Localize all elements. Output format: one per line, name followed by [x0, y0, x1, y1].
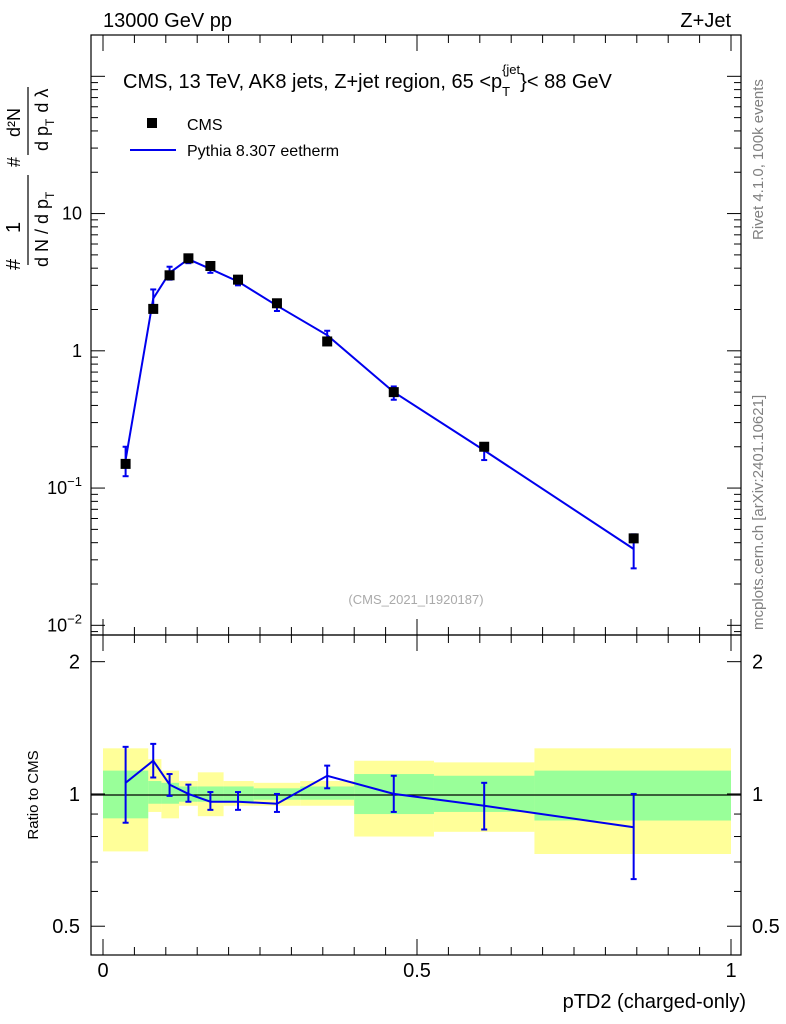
cms-data-point — [271, 298, 282, 309]
ratio-y-tick-label-right: 0.5 — [752, 916, 780, 938]
main-y-tick-label: 1 — [72, 341, 82, 361]
mc-line — [124, 258, 635, 550]
ratio-y-tick-label-left: 1 — [69, 784, 80, 806]
ylabel-dn-dpt: d N / d pT — [32, 191, 57, 267]
cms-data-point — [479, 441, 490, 452]
main-y-tick-labels: 10−2 10−1 1 10 — [47, 204, 82, 636]
ylabel-hash-1: # — [3, 258, 25, 270]
x-axis-label: pTD2 (charged-only) — [563, 991, 746, 1013]
cms-data-point — [120, 458, 131, 469]
cms-data-point — [322, 336, 333, 347]
ylabel-d2n: d²N — [4, 108, 24, 137]
side-text-top: Rivet 4.1.0, 100k events — [750, 79, 767, 240]
x-tick-label: 1 — [725, 960, 736, 982]
ratio-x-tick-labels: 0 0.5 1 — [97, 960, 736, 982]
legend-mc-label: Pythia 8.307 eetherm — [187, 143, 339, 160]
main-title: CMS, 13 TeV, AK8 jets, Z+jet region, 65 … — [123, 62, 613, 99]
cms-data-point — [388, 387, 399, 398]
cms-data-point — [233, 274, 244, 285]
ratio-y-tick-label-left: 0.5 — [52, 916, 80, 938]
main-y-axis-label: # 1 d N / d pT # d²N d pTd λ — [3, 87, 57, 270]
main-series — [120, 253, 639, 570]
ratio-series — [122, 742, 637, 881]
ratio-y-tick-label-right: 2 — [752, 652, 763, 674]
title-sup: {jet — [502, 62, 520, 77]
ratio-y-tick-labels: 0.5 0.5 1 1 2 2 — [52, 652, 780, 939]
main-y-tick-label: 10−2 — [47, 611, 82, 635]
cms-data-point — [205, 260, 216, 271]
x-tick-label: 0 — [97, 960, 108, 982]
ylabel-hash-2: # — [4, 157, 24, 167]
title-prefix: CMS, 13 TeV, AK8 jets, Z+jet region, 65 … — [123, 71, 502, 93]
cms-data-point — [183, 253, 194, 264]
legend-cms-label: CMS — [187, 117, 223, 134]
title-suffix: }< 88 GeV — [520, 71, 612, 93]
ratio-y-axis-label: Ratio to CMS — [25, 750, 42, 839]
ratio-band-inner — [300, 786, 355, 800]
ylabel-dpt-dl: d pTd λ — [32, 89, 57, 151]
main-axis-ticks — [91, 34, 741, 955]
ratio-band-inner — [148, 781, 162, 804]
ratio-y-tick-label-left: 2 — [69, 652, 80, 674]
cms-data-point — [164, 270, 175, 281]
main-y-tick-label: 10 — [62, 204, 82, 224]
side-text-bottom: mcplots.cern.ch [arXiv:2401.10621] — [750, 395, 767, 630]
main-y-tick-label: 10−1 — [47, 474, 82, 498]
ratio-uncertainty-bands — [103, 748, 731, 855]
cms-data-point — [628, 533, 639, 544]
legend-cms-marker — [147, 118, 157, 128]
analysis-watermark: (CMS_2021_I1920187) — [348, 592, 483, 607]
x-tick-label: 0.5 — [403, 960, 431, 982]
header-left: 13000 GeV pp — [103, 10, 232, 32]
ratio-y-tick-label-right: 1 — [752, 784, 763, 806]
ylabel-one: 1 — [3, 222, 25, 233]
ratio-frame — [90, 634, 742, 956]
title-sub: T — [502, 84, 510, 99]
header-right: Z+Jet — [680, 10, 731, 32]
cms-data-point — [148, 303, 159, 314]
ratio-axis-ticks — [91, 661, 741, 927]
